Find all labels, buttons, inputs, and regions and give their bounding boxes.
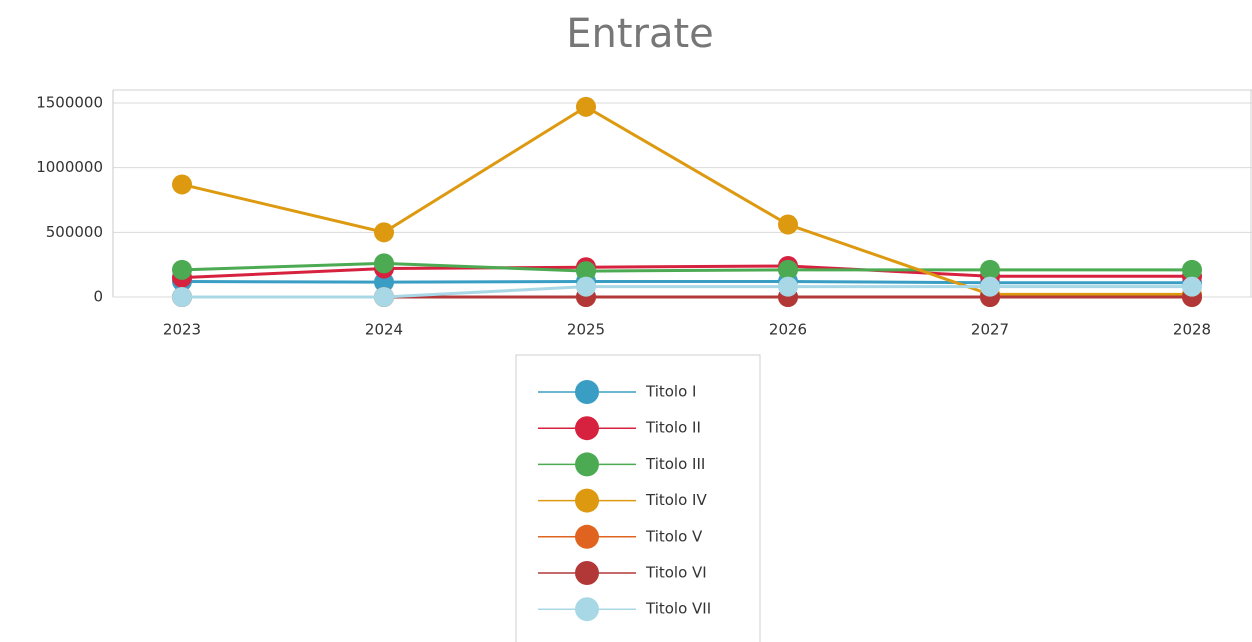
point [576,261,596,282]
point [778,276,798,297]
x-tick-label: 2027 [971,321,1009,339]
legend-marker [575,597,599,622]
point [374,222,394,243]
point [172,287,192,307]
point [576,96,596,117]
legend-label: Titolo I [645,383,696,401]
point [1182,259,1202,280]
y-tick-label: 1500000 [36,93,103,111]
legend-label: Titolo II [645,419,701,437]
x-tick-label: 2028 [1173,321,1211,339]
point [980,259,1000,280]
point [374,287,394,307]
legend-marker [575,452,599,477]
point [576,276,596,297]
point [1182,276,1202,297]
x-tick-label: 2025 [567,321,605,339]
legend-label: Titolo IV [645,491,707,509]
point [778,214,798,235]
x-tick-label: 2023 [163,321,201,339]
legend-marker [575,488,599,513]
series-line [181,261,1192,273]
point [172,259,192,280]
y-tick-label: 1000000 [36,158,103,176]
legend-label: Titolo VII [645,600,711,618]
y-tick-label: 500000 [46,223,103,241]
legend-marker [575,380,599,404]
chart-title: Entrate [566,11,714,57]
x-tick-label: 2024 [365,321,403,339]
legend-label: Titolo V [645,527,703,545]
series-line [181,279,1192,285]
point [374,253,394,274]
legend [515,354,761,642]
legend-marker [575,416,599,441]
point [172,174,192,195]
legend-marker [575,561,599,585]
x-tick-label: 2026 [769,321,807,339]
series-line [182,285,1192,299]
y-tick-label: 0 [93,288,103,306]
point [778,259,798,280]
legend-marker [575,524,599,549]
series-line [181,264,1192,280]
legend-label: Titolo VI [645,564,707,582]
legend-label: Titolo III [645,455,705,473]
point [980,276,1000,297]
series-line [181,105,1192,296]
